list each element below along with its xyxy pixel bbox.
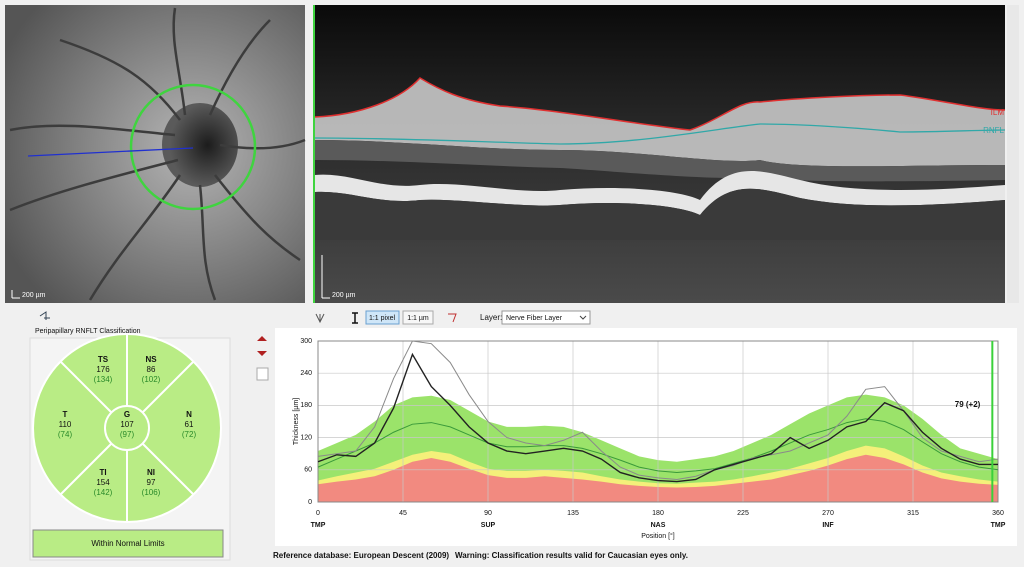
panel-title: Peripapillary RNFLT Classification: [35, 328, 141, 335]
result: Within Normal Limits: [91, 539, 164, 548]
scale-label: 200 µm: [332, 292, 356, 299]
sector-name: G: [124, 410, 130, 419]
sector-reference: (106): [142, 488, 161, 497]
rnfl-label: RNFL: [983, 126, 1004, 135]
footer-warning: Warning: Classification results valid fo…: [455, 551, 688, 560]
x-tick-label: 135: [567, 510, 579, 517]
sector-label: SUP: [481, 522, 496, 529]
sector-label: TMP: [311, 522, 326, 529]
layer-value: Nerve Fiber Layer: [506, 315, 563, 322]
sector-value: 61: [185, 420, 194, 429]
icon[interactable]: [448, 313, 457, 323]
sector-value: 176: [96, 365, 110, 374]
x-tick-label: 270: [822, 510, 834, 517]
sector-reference: (142): [94, 488, 113, 497]
sector-reference: (74): [58, 430, 73, 439]
arrow-buttons[interactable]: [257, 336, 267, 356]
sector-reference: (102): [142, 375, 161, 384]
thickness-line: [317, 352, 998, 483]
icon[interactable]: [39, 311, 50, 320]
y-tick-label: 60: [304, 467, 312, 474]
sector-name: TI: [99, 468, 106, 477]
sector-name: NI: [147, 468, 155, 477]
sector-name: T: [63, 410, 68, 419]
button-label: 1:1 pixel: [369, 315, 396, 322]
toolbar: 1:1 pixel 1:1 µm Layer: Nerve Fiber Laye…: [39, 310, 591, 381]
layer-select[interactable]: [501, 310, 591, 325]
thickness-chart: 0 60 120 180 240 300 0 45 90 135 180 225 270 315 360 TM…: [293, 338, 1006, 540]
classification-panel: Peripapillary RNFLT Classification Withi…: [29, 328, 231, 561]
sector-reference: (72): [182, 430, 197, 439]
result-box: [32, 529, 224, 558]
y-tick-label: 240: [300, 370, 312, 377]
fundus-image: 200 µm: [5, 5, 306, 303]
scrollbar[interactable]: [1007, 5, 1019, 303]
sector-value: 107: [120, 420, 134, 429]
y-tick-label: 300: [300, 338, 312, 345]
sector-name: NS: [145, 355, 157, 364]
x-tick-label: 180: [652, 510, 664, 517]
hand-icon[interactable]: [315, 313, 325, 324]
ilm-label: ILM: [991, 108, 1005, 117]
plot-frame: [317, 340, 999, 503]
y-tick-label: 180: [300, 402, 312, 409]
x-tick-label: 225: [737, 510, 749, 517]
small-button[interactable]: [256, 367, 269, 381]
y-axis-title: Thickness [µm]: [293, 398, 300, 445]
scale-label: 200 µm: [22, 292, 46, 299]
sector-value: 86: [147, 365, 156, 374]
sector-label: INF: [822, 522, 834, 529]
button-label: 1:1 µm: [407, 315, 429, 322]
sector-value: 154: [96, 478, 110, 487]
sector-value: 97: [147, 478, 156, 487]
x-tick-label: 360: [992, 510, 1004, 517]
icon[interactable]: [352, 312, 358, 324]
x-axis-title: Position [°]: [641, 532, 675, 540]
x-tick-label: 0: [316, 510, 320, 517]
footer-reference: Reference database: European Descent (20…: [273, 551, 449, 560]
y-tick-label: 0: [308, 499, 312, 506]
x-tick-label: 90: [484, 510, 492, 517]
layer-label: Layer:: [480, 313, 502, 322]
thickness-line: [317, 340, 999, 480]
thickness-line: [317, 418, 999, 473]
sector-label: TMP: [991, 522, 1006, 529]
sector-label: NAS: [651, 522, 666, 529]
cursor-label: 79 (+2): [955, 400, 981, 409]
sector-value: 110: [59, 420, 72, 429]
x-tick-label: 45: [399, 510, 407, 517]
sector-name: N: [186, 410, 192, 419]
x-tick-label: 315: [907, 510, 919, 517]
sector-name: TS: [98, 355, 109, 364]
zoom-pixel-button[interactable]: [365, 310, 400, 325]
sector-reference: (134): [94, 375, 113, 384]
sector-reference: (97): [120, 430, 135, 439]
bscan-image: ILM RNFL 200 µm: [313, 5, 1019, 303]
y-tick-label: 120: [300, 434, 312, 441]
zoom-um-button[interactable]: [402, 310, 434, 325]
